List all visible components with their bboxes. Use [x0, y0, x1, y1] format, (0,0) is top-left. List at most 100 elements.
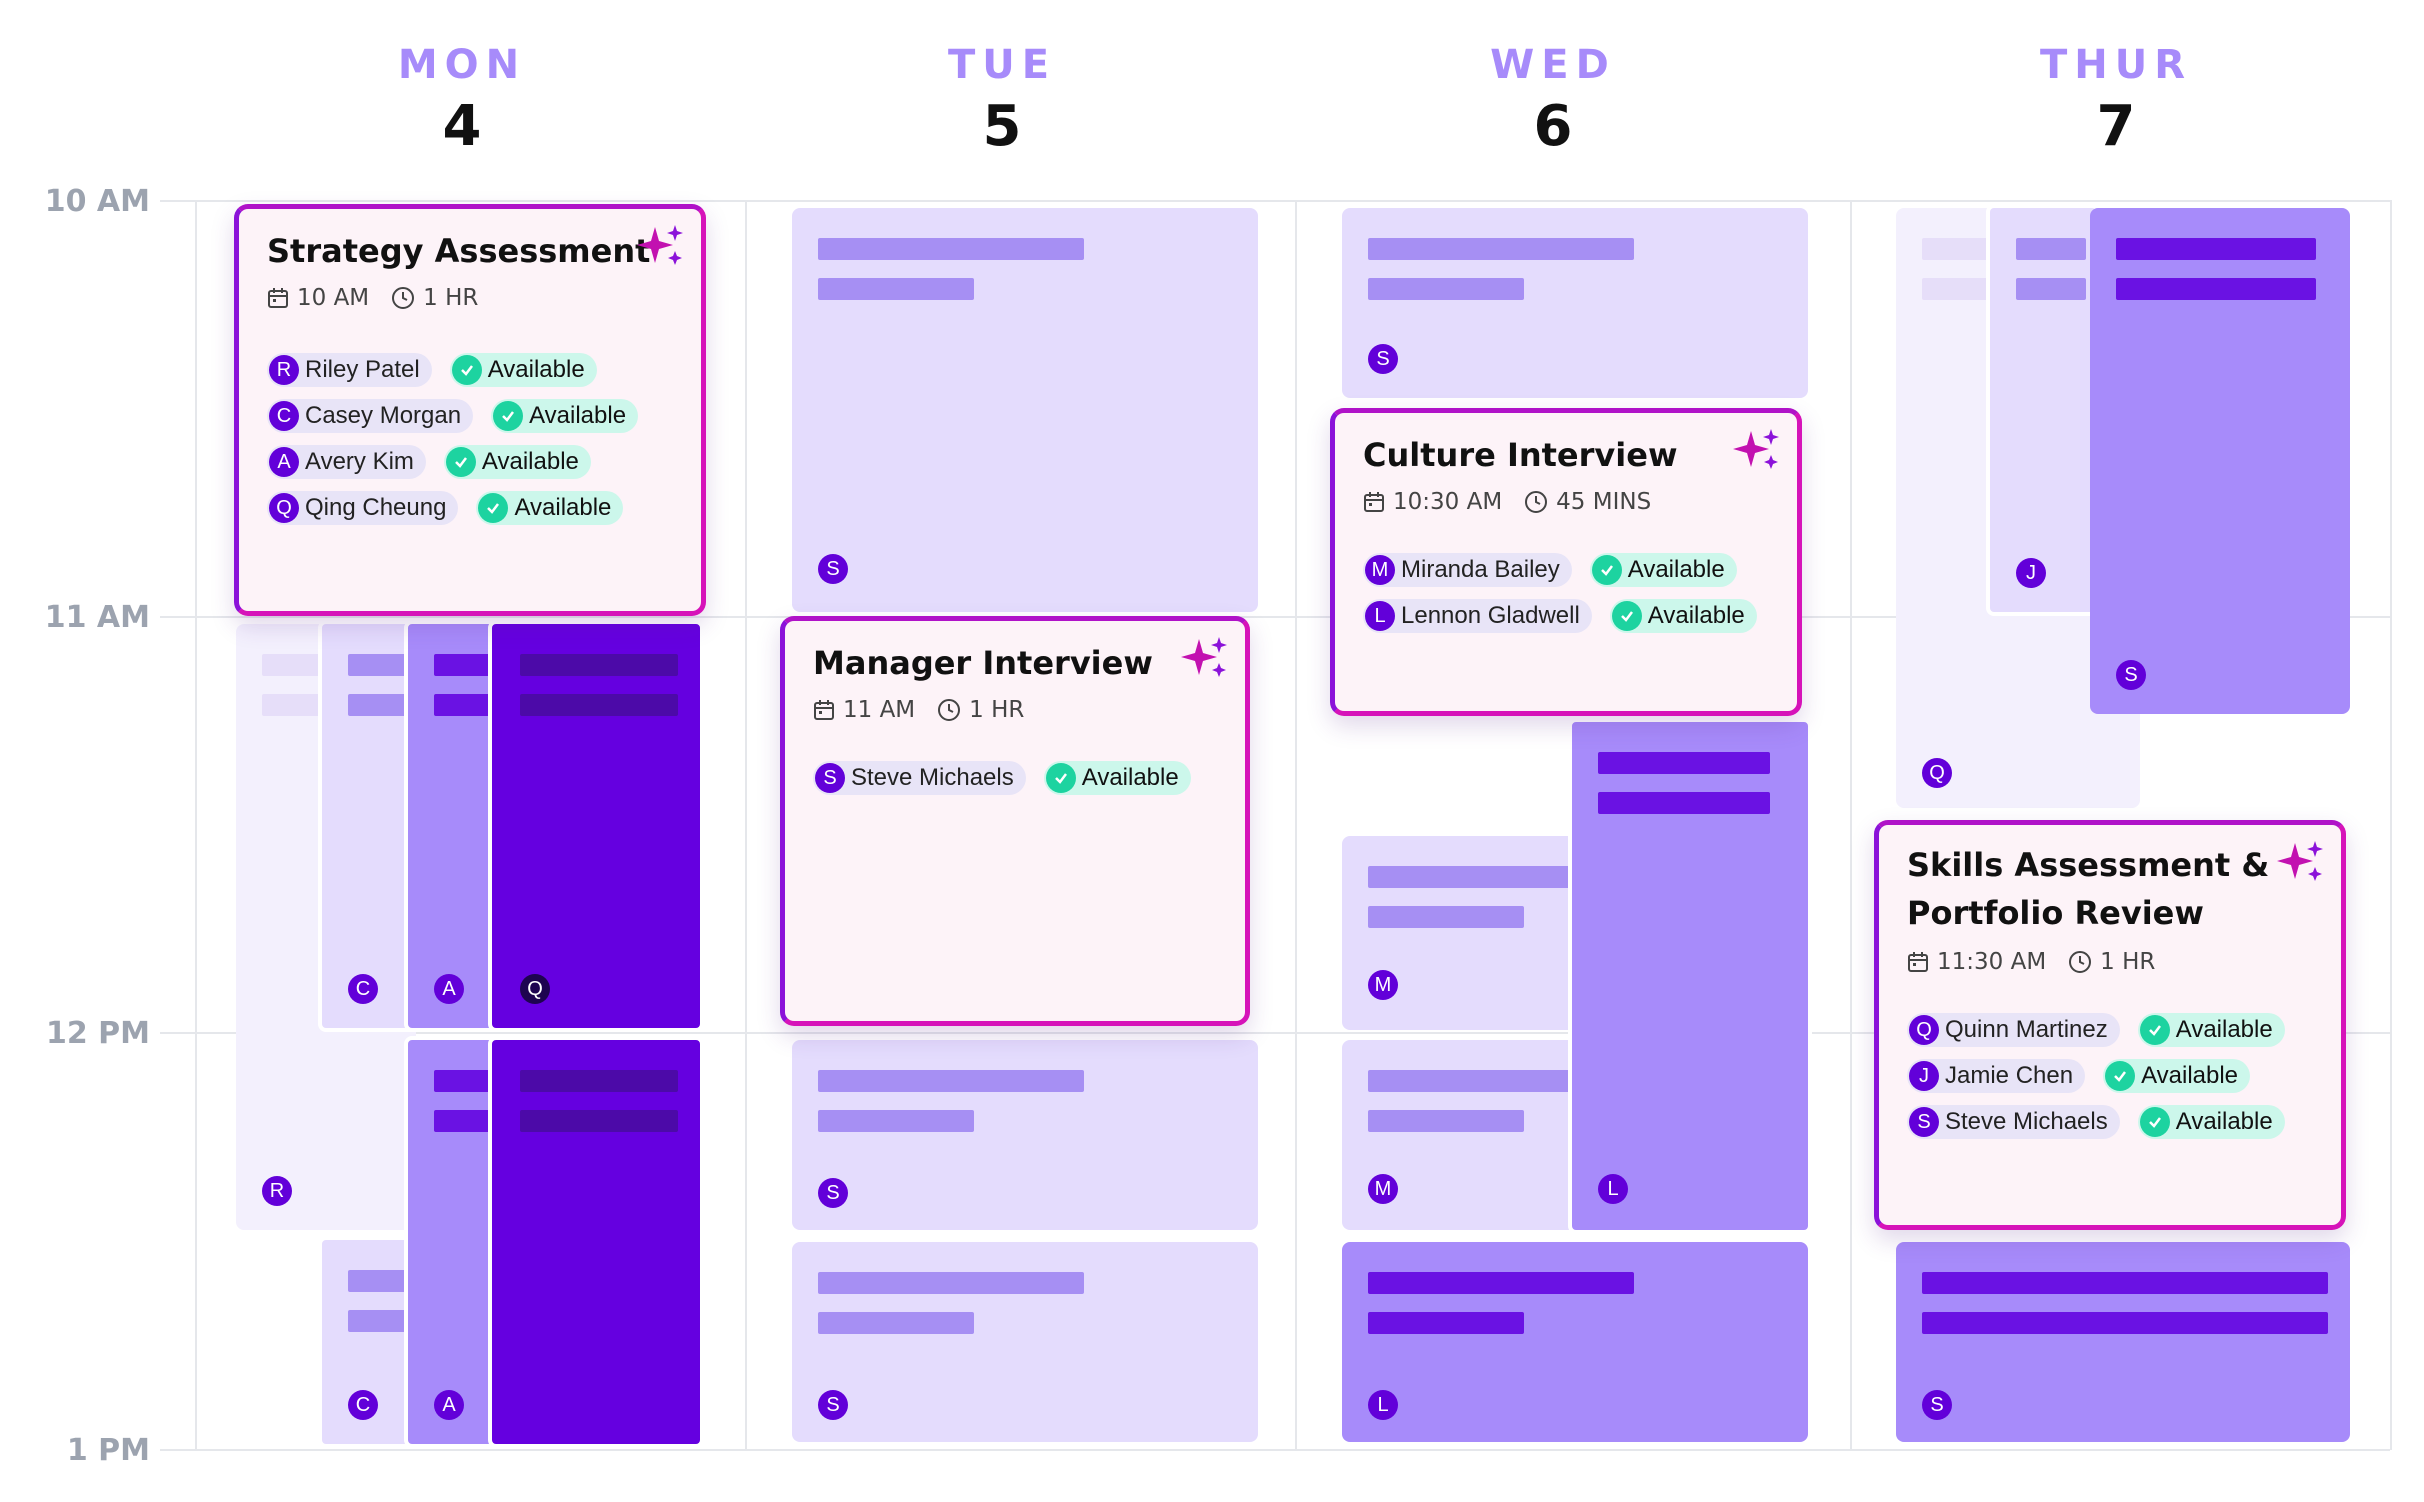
busy-block-thu-s2[interactable]: S [1896, 1242, 2350, 1442]
check-icon [2139, 1107, 2170, 1137]
event-meta: 10 AM 1 HR [267, 285, 478, 311]
calendar-icon [1908, 952, 1928, 972]
avatar: M [1365, 555, 1395, 585]
clock-icon [392, 287, 415, 309]
attendee-row: A Avery Kim Available [267, 445, 591, 479]
event-duration: 45 MINS [1556, 489, 1652, 515]
attendee-pill[interactable]: L Lennon Gladwell [1363, 599, 1592, 633]
avatar: S [1909, 1107, 1939, 1137]
attendee-row: M Miranda Bailey Available [1363, 553, 1737, 587]
attendee-row: L Lennon Gladwell Available [1363, 599, 1757, 633]
attendee-pill[interactable]: S Steve Michaels [813, 761, 1026, 795]
attendee-row: J Jamie Chen Available [1907, 1059, 2251, 1093]
attendee-row: C Casey Morgan Available [267, 399, 639, 433]
check-icon [451, 355, 482, 385]
attendee-pill[interactable]: A Avery Kim [267, 445, 426, 479]
availability-badge: Available [2103, 1059, 2251, 1093]
event-title: Culture Interview [1363, 436, 1678, 474]
busy-block-tue-s2[interactable]: S [792, 1040, 1258, 1230]
attendee-pill[interactable]: R Riley Patel [267, 353, 432, 387]
event-title: Manager Interview [813, 644, 1153, 682]
time-label-10am: 10 AM [44, 184, 150, 219]
attendee-pill[interactable]: S Steve Michaels [1907, 1105, 2120, 1139]
avatar: R [262, 1176, 292, 1206]
event-card-manager-interview[interactable]: Manager Interview 11 AM 1 HR S Steve Mich… [780, 616, 1250, 1026]
day-name-mon: MON [397, 42, 527, 88]
busy-block-mon-q2[interactable] [488, 1036, 704, 1448]
busy-block-wed-l1[interactable]: L [1568, 718, 1812, 1234]
event-meta: 10:30 AM 45 MINS [1363, 489, 1651, 515]
hour-line-12pm [160, 1032, 2390, 1034]
avatar: Q [1922, 758, 1952, 788]
avatar: L [1365, 601, 1395, 631]
attendee-name: Riley Patel [305, 356, 420, 383]
availability-badge: Available [443, 445, 591, 479]
busy-block-wed-m2[interactable]: M [1342, 1040, 1582, 1230]
busy-block-wed-s1[interactable]: S [1342, 208, 1808, 398]
avatar: A [434, 974, 464, 1004]
event-duration: 1 HR [423, 285, 479, 311]
event-title-line2: Portfolio Review [1907, 894, 2204, 932]
attendee-name: Avery Kim [305, 448, 414, 475]
avatar: Q [269, 493, 299, 523]
attendee-name: Qing Cheung [305, 494, 447, 521]
clock-icon [938, 699, 961, 721]
check-icon [2105, 1061, 2136, 1091]
attendee-row: Q Qing Cheung Available [267, 491, 624, 525]
day-number-thu: 7 [2096, 94, 2136, 159]
clock-icon [1525, 491, 1548, 513]
avatar: S [815, 763, 845, 793]
busy-block-thu-j[interactable]: J [1986, 204, 2100, 616]
day-name-wed: WED [1490, 42, 1616, 88]
calendar-icon [814, 700, 834, 720]
clock-icon [2069, 951, 2092, 973]
calendar-icon [268, 288, 288, 308]
event-title-line1: Skills Assessment & [1907, 846, 2270, 884]
event-meta: 11 AM 1 HR [813, 697, 1024, 723]
column-divider [745, 200, 747, 1450]
time-label-1pm: 1 PM [66, 1433, 150, 1468]
availability-badge: Available [1609, 599, 1757, 633]
attendee-pill[interactable]: J Jamie Chen [1907, 1059, 2086, 1093]
busy-block-wed-m1[interactable]: M [1342, 836, 1582, 1030]
attendee-pill[interactable]: Q Quinn Martinez [1907, 1013, 2120, 1047]
availability-badge: Available [449, 353, 597, 387]
day-number-tue: 5 [982, 94, 1022, 159]
busy-block-mon-q[interactable]: Q [488, 620, 704, 1032]
check-icon [1045, 763, 1076, 793]
day-number-wed: 6 [1533, 94, 1573, 159]
busy-block-wed-l2[interactable]: L [1342, 1242, 1808, 1442]
availability-badge: Available [1043, 761, 1191, 795]
column-divider [195, 200, 197, 1450]
busy-block-thu-s1[interactable]: S [2090, 208, 2350, 714]
attendee-pill[interactable]: M Miranda Bailey [1363, 553, 1572, 587]
attendee-pill[interactable]: Q Qing Cheung [267, 491, 459, 525]
attendee-row: Q Quinn Martinez Available [1907, 1013, 2285, 1047]
event-card-skills-assessment[interactable]: Skills Assessment & Portfolio Review 11:… [1874, 820, 2346, 1230]
event-card-strategy-assessment[interactable]: Strategy Assessment 10 AM 1 HR R Riley Pa… [234, 204, 706, 616]
event-time: 11 AM [843, 697, 916, 723]
attendee-row: R Riley Patel Available [267, 353, 597, 387]
avatar: S [2116, 660, 2146, 690]
event-meta: 11:30 AM 1 HR [1907, 949, 2155, 975]
avatar: C [348, 1390, 378, 1420]
column-divider [1850, 200, 1852, 1450]
attendee-pill[interactable]: C Casey Morgan [267, 399, 474, 433]
event-title: Strategy Assessment [267, 232, 651, 270]
busy-block-tue-s3[interactable]: S [792, 1242, 1258, 1442]
check-icon [1591, 555, 1622, 585]
busy-block-mon-a[interactable]: A [404, 620, 504, 1032]
availability-badge: Available [2137, 1013, 2285, 1047]
check-icon [478, 493, 509, 523]
availability-badge: Available [476, 491, 624, 525]
sparkle-icon [1733, 429, 1779, 469]
check-icon [2139, 1015, 2170, 1045]
attendee-name: Miranda Bailey [1401, 556, 1560, 583]
busy-block-tue-s1[interactable]: S [792, 208, 1258, 612]
attendee-name: Steve Michaels [851, 764, 1014, 791]
event-card-culture-interview[interactable]: Culture Interview 10:30 AM 45 MINS M Mira… [1330, 408, 1802, 716]
avatar: R [269, 355, 299, 385]
attendee-name: Quinn Martinez [1945, 1016, 2108, 1043]
avatar: C [348, 974, 378, 1004]
check-icon [1611, 601, 1642, 631]
